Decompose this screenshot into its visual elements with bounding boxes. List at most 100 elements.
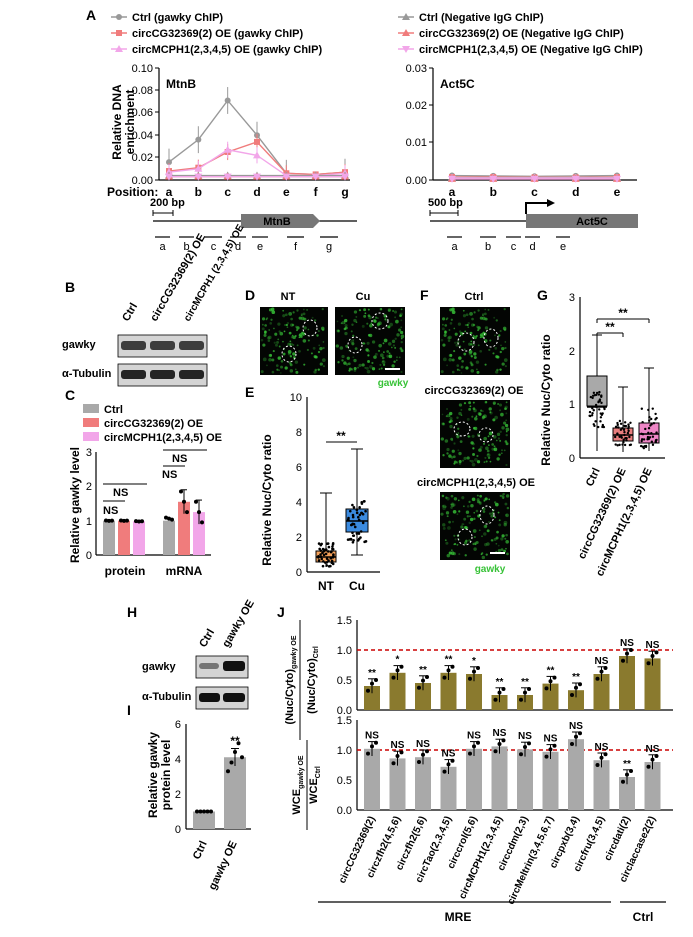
- data-point: [351, 515, 355, 519]
- data-point: [330, 559, 334, 563]
- fluorescence-speck: [440, 437, 444, 441]
- fluorescence-speck: [443, 333, 447, 337]
- data-point: [185, 510, 189, 515]
- data-point: [616, 423, 619, 427]
- fluorescence-speck: [398, 328, 402, 332]
- fluorescence-speck: [378, 349, 381, 352]
- data-point: [311, 173, 320, 181]
- data-point: [595, 763, 600, 767]
- fluorescence-speck: [261, 323, 264, 326]
- fluorescence-speck: [466, 417, 470, 421]
- fluorescence-speck: [351, 342, 355, 346]
- fluorescence-speck: [476, 498, 480, 502]
- fluorescence-speck: [483, 532, 487, 536]
- panel-e-chart: Relative Nuc/Cyto ratio 10 8 6 4 2 0 ** …: [260, 392, 380, 593]
- data-point: [370, 744, 374, 749]
- fluorescence-speck: [290, 317, 293, 321]
- data-point: [194, 499, 198, 504]
- data-point: [519, 752, 523, 757]
- fluorescence-speck: [452, 455, 456, 459]
- fluorescence-speck: [301, 331, 304, 334]
- data-point: [194, 164, 203, 172]
- fluorescence-speck: [483, 436, 487, 441]
- fluorescence-speck: [268, 308, 273, 312]
- fluorescence-speck: [307, 339, 310, 342]
- fluorescence-speck: [287, 342, 291, 346]
- data-point: [319, 553, 322, 556]
- data-point: [595, 676, 600, 681]
- fluorescence-speck: [384, 318, 388, 322]
- sig-annotation: *: [472, 656, 476, 667]
- panel-i-ylabel-1: Relative gawky: [146, 732, 160, 818]
- fluorescence-speck: [352, 334, 355, 337]
- fluorescence-speck: [473, 335, 477, 340]
- fluorescence-speck: [473, 356, 477, 359]
- panel-a-right-xticks: a b c d e: [449, 185, 621, 199]
- data-point: [167, 516, 171, 521]
- fluorescence-speck: [476, 370, 480, 374]
- panel-h-western: Ctrl gawky OE gawky α-Tubulin: [142, 598, 257, 710]
- fluorescence-speck: [394, 346, 397, 349]
- data-point: [195, 136, 202, 143]
- data-point: [621, 658, 625, 663]
- fluorescence-speck: [447, 339, 451, 343]
- data-point: [472, 744, 476, 749]
- fluorescence-speck: [499, 329, 502, 333]
- fluorescence-speck: [468, 539, 471, 542]
- fluorescence-speck: [352, 356, 355, 359]
- fluorescence-speck: [371, 340, 376, 344]
- fluorescence-speck: [484, 308, 487, 311]
- data-point: [628, 435, 631, 439]
- fluorescence-speck: [353, 358, 357, 363]
- fluorescence-speck: [322, 341, 325, 343]
- data-point: [650, 654, 655, 658]
- fluorescence-speck: [493, 537, 497, 541]
- data-point: [320, 542, 323, 546]
- data-point: [119, 518, 123, 523]
- data-point: [617, 426, 620, 429]
- fluorescence-speck: [378, 368, 381, 371]
- data-point: [122, 518, 126, 523]
- data-point: [137, 519, 141, 524]
- fluorescence-speck: [294, 368, 297, 371]
- fluorescence-speck: [447, 336, 451, 340]
- fluorescence-speck: [400, 334, 405, 339]
- fragment-label: d: [529, 241, 535, 253]
- fluorescence-speck: [449, 419, 453, 423]
- fluorescence-speck: [294, 360, 299, 364]
- fluorescence-speck: [486, 453, 491, 457]
- panel-label-f: F: [420, 287, 429, 303]
- fluorescence-speck: [353, 369, 357, 372]
- data-point: [618, 419, 622, 423]
- fluorescence-speck: [451, 439, 454, 442]
- data-point: [629, 648, 633, 652]
- data-point: [110, 518, 114, 523]
- fluorescence-speck: [364, 366, 367, 369]
- data-point: [224, 97, 231, 104]
- fluorescence-speck: [383, 314, 387, 318]
- fluorescence-speck: [497, 511, 500, 514]
- data-point: [552, 743, 557, 748]
- fluorescence-speck: [442, 523, 446, 527]
- fluorescence-speck: [262, 343, 266, 347]
- fluorescence-speck: [355, 321, 358, 323]
- ytick: 0.0: [337, 705, 352, 717]
- fluorescence-speck: [459, 330, 462, 333]
- data-point: [597, 425, 600, 429]
- fluorescence-speck: [387, 308, 392, 312]
- fluorescence-speck: [365, 366, 369, 370]
- panel-j-bot-ylabel: WCEgawky OE WCECtrl: [291, 740, 322, 830]
- fluorescence-speck: [471, 317, 474, 321]
- fluorescence-speck: [484, 524, 488, 528]
- fluorescence-speck: [482, 331, 485, 334]
- fluorescence-speck: [481, 535, 483, 538]
- data-point: [602, 425, 606, 429]
- ytick: 10: [290, 392, 302, 404]
- data-point: [374, 740, 378, 745]
- svg-text:circMCPH1(2,3,4,5) OE (gawky C: circMCPH1(2,3,4,5) OE (gawky ChIP): [132, 44, 322, 56]
- xtick-label: c: [531, 185, 538, 199]
- fluorescence-speck: [289, 363, 293, 367]
- data-point: [205, 809, 210, 814]
- sig-annotation: NS: [442, 749, 456, 760]
